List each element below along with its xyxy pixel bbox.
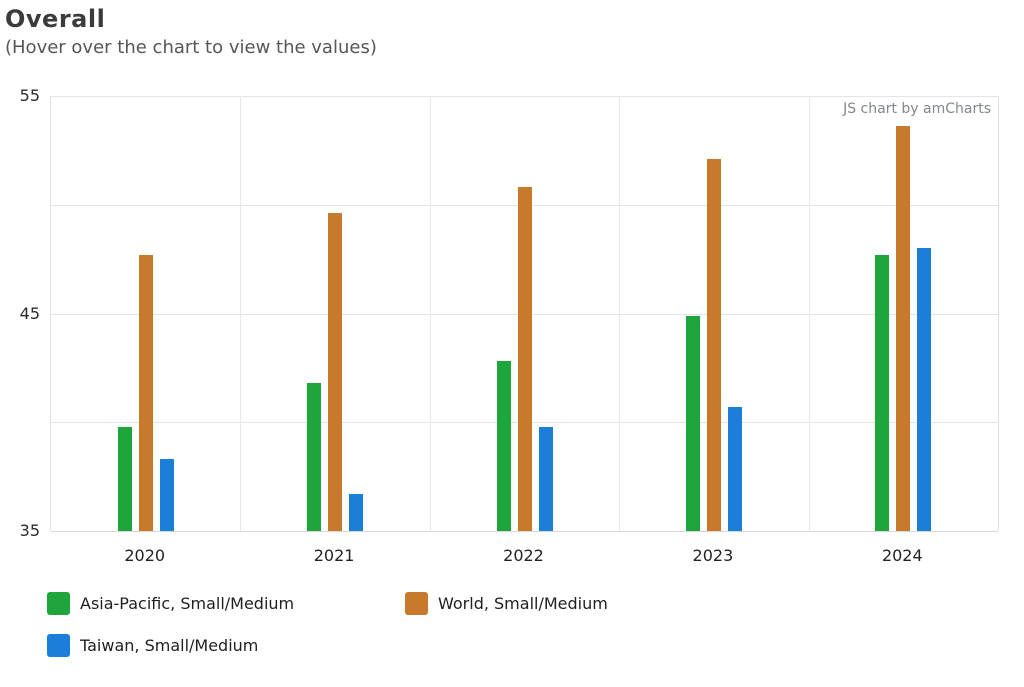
- bar-2024-series0[interactable]: [875, 254, 890, 531]
- bar-2024-series2[interactable]: [917, 248, 932, 531]
- legend-label-asia-pacific: Asia-Pacific, Small/Medium: [80, 594, 295, 613]
- y-axis-label-45: 45: [19, 303, 40, 323]
- legend-item-taiwan[interactable]: Taiwan, Small/Medium: [47, 634, 258, 657]
- bar-2023-series0[interactable]: [685, 315, 700, 531]
- chart-subtitle: (Hover over the chart to view the values…: [5, 37, 377, 58]
- legend-swatch-world-icon: [405, 592, 428, 615]
- legend-label-world: World, Small/Medium: [438, 594, 608, 613]
- column-separator: [619, 96, 621, 531]
- bar-2020-series0[interactable]: [117, 426, 132, 531]
- y-axis-label-35: 35: [19, 521, 40, 540]
- bar-2020-series1[interactable]: [138, 254, 153, 531]
- bar-2022-series2[interactable]: [538, 426, 553, 531]
- x-axis-label-2024: 2024: [881, 546, 923, 565]
- column-separator: [808, 96, 810, 531]
- gridline-55: [51, 96, 998, 97]
- legend-item-world[interactable]: World, Small/Medium: [405, 592, 608, 615]
- legend-swatch-taiwan-icon: [47, 634, 70, 657]
- x-axis-label-2022: 2022: [503, 546, 544, 565]
- bar-2023-series1[interactable]: [706, 159, 721, 531]
- legend-item-asia-pacific[interactable]: Asia-Pacific, Small/Medium: [47, 592, 294, 615]
- bar-2021-series1[interactable]: [328, 213, 343, 531]
- bar-2022-series0[interactable]: [496, 361, 511, 531]
- y-axis-label-55: 55: [19, 86, 40, 105]
- plot-area[interactable]: JS chart by amCharts: [50, 96, 999, 532]
- column-separator: [240, 96, 242, 531]
- legend-swatch-asia-pacific-icon: [47, 592, 70, 615]
- legend-label-taiwan: Taiwan, Small/Medium: [80, 636, 259, 655]
- column-separator: [429, 96, 431, 531]
- x-axis-label-2023: 2023: [692, 546, 734, 565]
- bar-2021-series2[interactable]: [349, 494, 364, 531]
- x-axis-label-2021: 2021: [313, 546, 355, 565]
- bar-2020-series2[interactable]: [159, 459, 174, 531]
- chart-title: Overall: [5, 5, 106, 33]
- bar-2021-series0[interactable]: [307, 383, 322, 531]
- bar-2023-series2[interactable]: [727, 407, 742, 531]
- gridline-35: [51, 531, 998, 532]
- bar-2022-series1[interactable]: [517, 187, 532, 531]
- bar-2024-series1[interactable]: [896, 126, 911, 531]
- amcharts-watermark[interactable]: JS chart by amCharts: [843, 101, 991, 117]
- x-axis-label-2020: 2020: [124, 546, 166, 565]
